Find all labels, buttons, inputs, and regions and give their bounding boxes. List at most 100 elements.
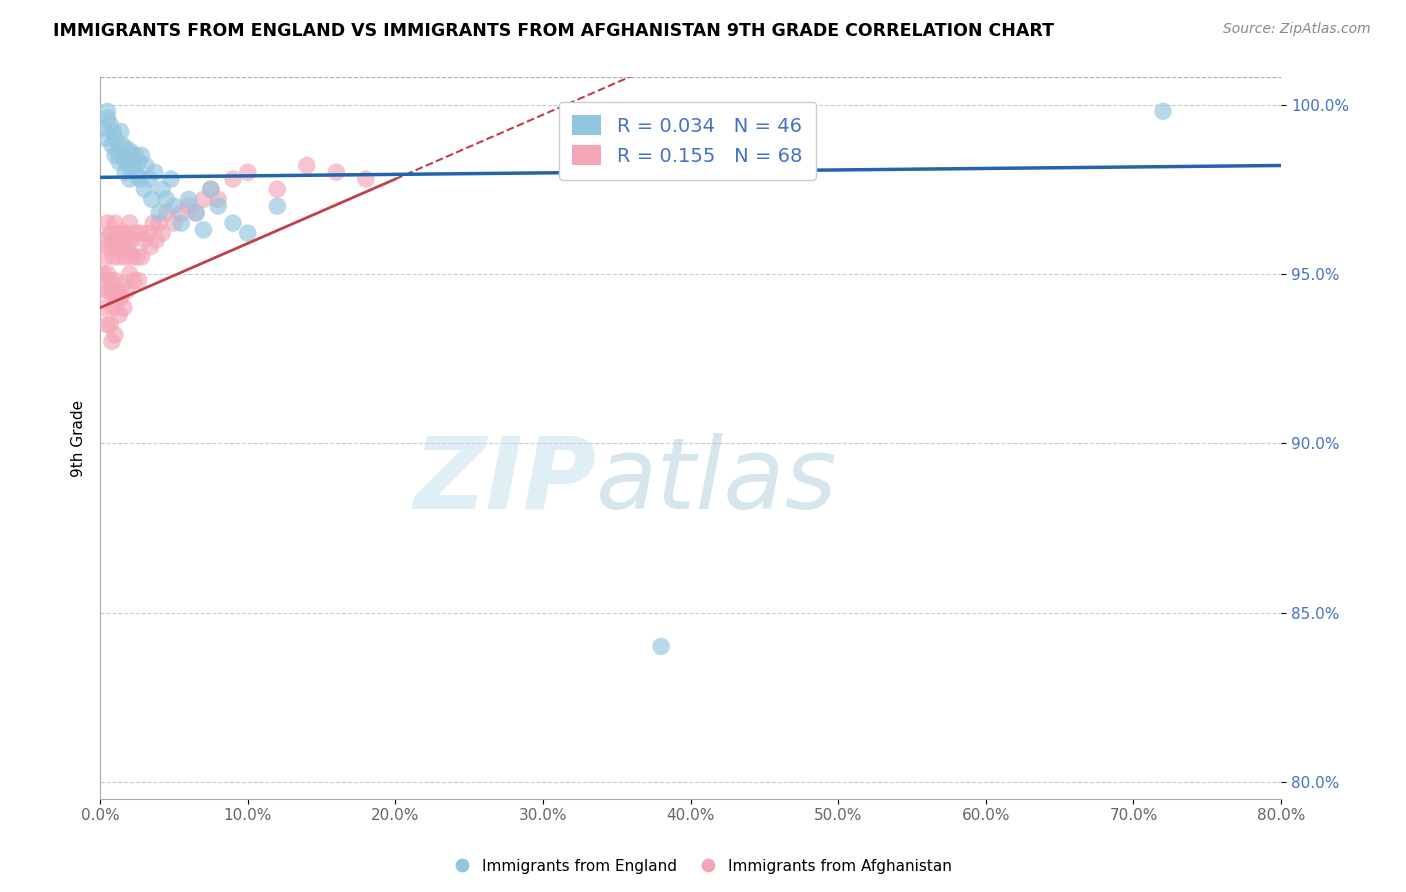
- Point: [101, 233, 124, 247]
- Point: [295, 159, 318, 173]
- Point: [98, 284, 121, 298]
- Point: [163, 199, 186, 213]
- Point: [100, 118, 122, 132]
- Point: [108, 155, 131, 169]
- Point: [112, 152, 135, 166]
- Point: [207, 192, 229, 206]
- Point: [101, 138, 124, 153]
- Point: [177, 192, 200, 206]
- Point: [111, 277, 134, 291]
- Point: [150, 226, 173, 240]
- Point: [93, 233, 115, 247]
- Point: [129, 172, 152, 186]
- Point: [150, 182, 173, 196]
- Point: [134, 233, 156, 247]
- Point: [155, 206, 177, 220]
- Point: [124, 148, 146, 162]
- Point: [96, 267, 118, 281]
- Point: [177, 199, 200, 213]
- Point: [148, 216, 170, 230]
- Point: [98, 240, 121, 254]
- Point: [104, 274, 127, 288]
- Point: [107, 226, 129, 240]
- Point: [354, 172, 377, 186]
- Point: [118, 172, 141, 186]
- Point: [111, 138, 134, 153]
- Point: [100, 318, 122, 332]
- Point: [91, 121, 114, 136]
- Legend: Immigrants from England, Immigrants from Afghanistan: Immigrants from England, Immigrants from…: [449, 853, 957, 880]
- Point: [117, 159, 139, 173]
- Point: [163, 216, 186, 230]
- Point: [96, 318, 118, 332]
- Point: [118, 267, 141, 281]
- Point: [101, 334, 124, 349]
- Text: ZIP: ZIP: [413, 433, 596, 530]
- Point: [93, 301, 115, 315]
- Point: [96, 216, 118, 230]
- Point: [103, 125, 125, 139]
- Point: [118, 216, 141, 230]
- Point: [200, 182, 222, 196]
- Point: [193, 223, 215, 237]
- Point: [128, 155, 150, 169]
- Point: [138, 172, 160, 186]
- Legend: R = 0.034   N = 46, R = 0.155   N = 68: R = 0.034 N = 46, R = 0.155 N = 68: [558, 102, 815, 179]
- Point: [325, 165, 347, 179]
- Point: [114, 165, 136, 179]
- Point: [91, 267, 114, 281]
- Point: [141, 192, 163, 206]
- Point: [136, 226, 159, 240]
- Point: [107, 284, 129, 298]
- Point: [104, 131, 127, 145]
- Point: [117, 240, 139, 254]
- Point: [142, 216, 165, 230]
- Point: [94, 250, 117, 264]
- Point: [124, 226, 146, 240]
- Point: [104, 327, 127, 342]
- Point: [121, 159, 143, 173]
- Point: [120, 145, 142, 159]
- Point: [184, 206, 207, 220]
- Point: [125, 250, 148, 264]
- Point: [120, 233, 142, 247]
- Point: [155, 192, 177, 206]
- Point: [134, 182, 156, 196]
- Point: [105, 293, 128, 308]
- Point: [131, 250, 153, 264]
- Point: [108, 250, 131, 264]
- Text: Source: ZipAtlas.com: Source: ZipAtlas.com: [1223, 22, 1371, 37]
- Point: [108, 308, 131, 322]
- Point: [94, 284, 117, 298]
- Point: [207, 199, 229, 213]
- Y-axis label: 9th Grade: 9th Grade: [72, 400, 86, 476]
- Point: [105, 240, 128, 254]
- Point: [121, 250, 143, 264]
- Point: [125, 169, 148, 183]
- Point: [122, 274, 145, 288]
- Point: [236, 226, 259, 240]
- Point: [104, 216, 127, 230]
- Point: [111, 226, 134, 240]
- Point: [100, 226, 122, 240]
- Point: [266, 182, 288, 196]
- Point: [101, 284, 124, 298]
- Point: [115, 142, 138, 156]
- Point: [104, 148, 127, 162]
- Point: [148, 206, 170, 220]
- Point: [131, 148, 153, 162]
- Point: [96, 104, 118, 119]
- Point: [112, 240, 135, 254]
- Point: [266, 199, 288, 213]
- Point: [222, 216, 245, 230]
- Point: [650, 640, 672, 654]
- Point: [115, 226, 138, 240]
- Point: [170, 216, 193, 230]
- Point: [170, 206, 193, 220]
- Text: atlas: atlas: [596, 433, 838, 530]
- Point: [110, 291, 132, 305]
- Point: [129, 226, 152, 240]
- Point: [96, 111, 118, 125]
- Point: [100, 274, 122, 288]
- Point: [115, 284, 138, 298]
